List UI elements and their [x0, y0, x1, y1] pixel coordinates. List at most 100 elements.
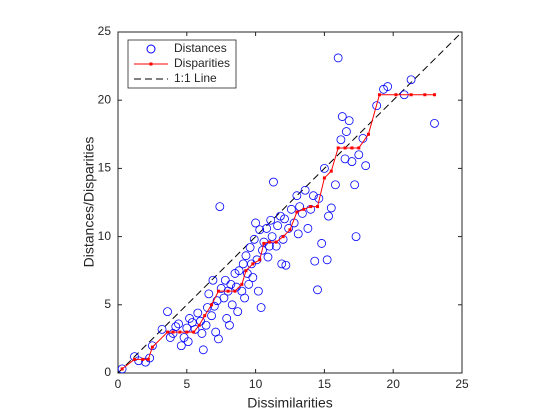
disparity-point — [178, 330, 182, 334]
distance-point — [204, 289, 214, 299]
distance-point — [245, 243, 255, 252]
distance-point — [258, 245, 267, 255]
distance-point — [117, 364, 127, 374]
distance-point — [219, 293, 229, 303]
disparity-point — [262, 241, 266, 245]
distance-point — [227, 300, 237, 310]
x-tick-label: 25 — [455, 377, 469, 391]
disparity-point — [336, 146, 340, 150]
distance-point — [174, 319, 183, 329]
disparity-point — [288, 228, 292, 232]
disparity-point — [394, 93, 398, 97]
distance-point — [300, 185, 310, 195]
distance-point — [263, 252, 273, 262]
distance-point — [256, 303, 266, 312]
distance-point — [337, 112, 347, 121]
distance-point — [284, 224, 294, 233]
disparity-point — [166, 330, 170, 334]
distance-point — [354, 150, 364, 160]
distance-point — [317, 239, 327, 248]
y-tick-label: 15 — [98, 161, 112, 175]
distance-point — [351, 232, 361, 242]
distance-point — [201, 320, 211, 330]
y-tick-label: 25 — [98, 24, 112, 38]
disparity-point — [120, 367, 124, 371]
distance-point — [208, 275, 218, 285]
disparity-point — [192, 330, 196, 334]
distance-point — [372, 101, 382, 111]
distance-point — [251, 218, 261, 228]
disparity-point — [233, 289, 237, 293]
legend-label: 1:1 Line — [174, 71, 217, 85]
distance-point — [241, 251, 251, 261]
distance-point — [333, 53, 343, 63]
disparity-point — [302, 207, 306, 211]
disparity-point — [185, 330, 189, 334]
distance-point — [226, 279, 236, 289]
distance-point — [273, 221, 283, 231]
distance-point — [163, 307, 172, 317]
distance-point — [342, 127, 351, 136]
distance-point — [350, 180, 360, 190]
distance-point — [183, 337, 193, 347]
distance-point — [308, 191, 318, 201]
distance-point — [319, 163, 329, 173]
disparity-point — [350, 146, 354, 150]
y-tick-label: 10 — [98, 229, 112, 243]
distance-point — [214, 334, 223, 344]
disparity-point — [267, 240, 271, 244]
disparity-point — [251, 262, 255, 266]
distance-point — [215, 202, 225, 211]
x-tick-label: 0 — [115, 377, 122, 391]
disparity-point — [146, 357, 150, 361]
distance-point — [286, 204, 296, 214]
distance-point — [281, 260, 291, 270]
disparity-point — [171, 330, 175, 334]
disparity-point — [377, 93, 381, 97]
distance-point — [266, 215, 276, 225]
distance-point — [225, 320, 234, 330]
distance-point — [198, 345, 208, 355]
x-tick-label: 20 — [387, 377, 401, 391]
y-axis-label: Distances/Disparities — [81, 137, 97, 268]
disparity-point — [226, 289, 230, 293]
disparity-point — [409, 93, 413, 97]
distance-point — [249, 234, 259, 244]
disparity-point — [423, 93, 427, 97]
distance-point — [233, 307, 243, 317]
distance-point — [344, 116, 354, 126]
disparity-point — [343, 146, 347, 150]
distance-point — [269, 177, 278, 187]
distance-point — [292, 191, 302, 201]
legend-label: Disparities — [174, 56, 230, 70]
x-tick-label: 5 — [183, 377, 190, 391]
disparity-point — [210, 303, 214, 307]
legend-label: Distances — [174, 41, 227, 55]
disparity-point — [316, 205, 320, 209]
disparity-point — [281, 235, 285, 239]
distance-point — [310, 256, 320, 266]
distance-point — [336, 135, 346, 145]
disparity-point — [432, 93, 436, 97]
x-tick-label: 10 — [249, 377, 263, 391]
y-tick-label: 0 — [104, 365, 111, 379]
distance-point — [207, 311, 216, 321]
y-tick-label: 20 — [98, 92, 112, 106]
distance-point — [147, 341, 157, 351]
disparity-point — [197, 323, 201, 327]
y-tick-label: 5 — [104, 297, 111, 311]
distance-point — [240, 293, 249, 303]
disparity-point — [366, 132, 370, 136]
distance-point — [248, 273, 258, 282]
distance-point — [157, 324, 167, 334]
distance-point — [361, 161, 371, 171]
disparity-point — [216, 289, 220, 293]
disparity-point — [150, 345, 154, 349]
distance-point — [326, 203, 336, 213]
distance-point — [324, 211, 333, 221]
series-line — [117, 31, 463, 374]
legend-marker — [146, 44, 156, 54]
distance-point — [193, 308, 203, 318]
distance-point — [262, 224, 272, 233]
